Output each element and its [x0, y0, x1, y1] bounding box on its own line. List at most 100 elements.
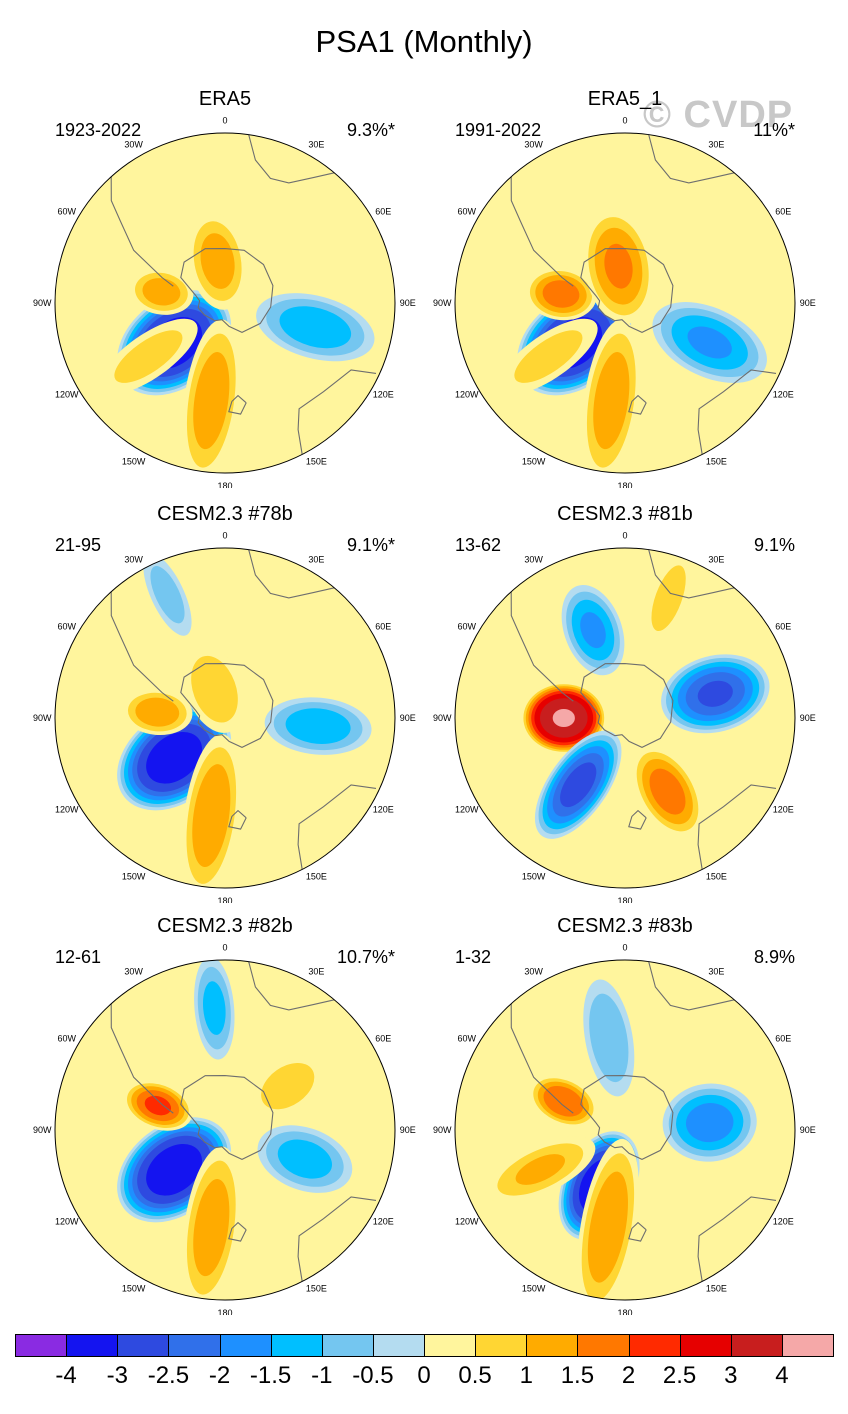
- panel-percent: 8.9%: [753, 947, 795, 967]
- colorbar-swatch: [679, 1334, 732, 1357]
- longitude-label: 90W: [433, 1125, 452, 1135]
- south-america-coastline: [110, 591, 174, 702]
- antarctica-coastline: [180, 1075, 274, 1161]
- longitude-label: 120E: [773, 1216, 794, 1226]
- longitude-label: 30E: [708, 555, 724, 565]
- colorbar-swatch: [321, 1334, 374, 1357]
- longitude-label: 90W: [33, 1125, 52, 1135]
- longitude-label: 180: [217, 481, 232, 488]
- panel-era5-1: ERA5_1 1991-2022 11%* 0 30E 60E 90E 120E 150E…: [425, 88, 825, 488]
- colorbar-tick-label: 1: [519, 1362, 533, 1389]
- new-zealand-coastline: [628, 1221, 647, 1242]
- panel-period: 13-62: [455, 535, 502, 555]
- colorbar: [15, 1334, 834, 1358]
- south-america-coastline: [110, 1003, 174, 1114]
- contour-level: [146, 732, 203, 784]
- longitude-label: 180: [217, 896, 232, 903]
- longitude-label: 60W: [457, 622, 476, 632]
- panel-cesm-82b: CESM2.3 #82b 12-61 10.7%* 0 30E 60E 90E 120E…: [25, 915, 425, 1315]
- longitude-label: 60W: [457, 207, 476, 217]
- contour-level: [192, 764, 231, 868]
- map-border: [454, 959, 796, 1301]
- anomaly-center: [652, 302, 767, 383]
- longitude-label: 60W: [57, 207, 76, 217]
- anomaly-center: [188, 212, 247, 310]
- south-america-coastline: [510, 176, 574, 287]
- anomaly-center: [583, 979, 635, 1097]
- colorbar-tick-label: 3: [724, 1362, 738, 1389]
- colorbar-tick-label: -2.5: [147, 1362, 190, 1389]
- longitude-label: 120E: [373, 389, 394, 399]
- new-zealand-coastline: [228, 809, 247, 830]
- anomaly-center: [582, 319, 641, 473]
- colorbar-swatch: [577, 1334, 630, 1357]
- contour-level: [542, 280, 580, 308]
- longitude-label: 30E: [708, 140, 724, 150]
- new-zealand-coastline: [628, 394, 647, 415]
- background-field: [455, 960, 795, 1300]
- longitude-label: 90W: [433, 713, 452, 723]
- contour-level: [589, 993, 629, 1083]
- contour-level: [649, 768, 686, 815]
- page-title: PSA1 (Monthly): [315, 24, 533, 59]
- africa-coastline: [248, 549, 335, 599]
- panel-percent: 10.7%*: [336, 947, 395, 967]
- contour-level: [114, 330, 183, 383]
- anomaly-center: [525, 267, 597, 321]
- anomaly-center: [646, 555, 691, 642]
- polar-map: 0 30E 60E 90E 120E 150E 180 150W 120W 90W 60W 30W: [33, 115, 416, 488]
- map-border: [454, 547, 796, 889]
- contour-level: [200, 233, 235, 289]
- anomaly-center: [182, 1146, 241, 1300]
- longitude-label: 180: [617, 896, 632, 903]
- polar-map: 0 30E 60E 90E 120E 150E 180 150W 120W 90W 60W 30W: [433, 942, 816, 1315]
- contour-level: [202, 981, 226, 1035]
- contour-level: [687, 326, 732, 359]
- longitude-label: 150W: [122, 871, 146, 881]
- longitude-label: 90E: [400, 713, 416, 723]
- longitude-label: 60E: [775, 207, 791, 217]
- contour-level: [150, 566, 185, 624]
- panel-period: 1-32: [455, 947, 492, 967]
- australia-coastline: [697, 784, 777, 870]
- panel-cesm-83b: CESM2.3 #83b 1-32 8.9% 0 30E 60E 90E 120E 150…: [425, 915, 825, 1315]
- longitude-label: 60E: [775, 622, 791, 632]
- longitude-label: 0: [622, 942, 627, 952]
- colorbar-tick-label: 0: [417, 1362, 431, 1389]
- polar-map: 0 30E 60E 90E 120E 150E 180 150W 120W 90W 60W 30W: [33, 530, 416, 903]
- colorbar-tick-label: 2.5: [662, 1362, 697, 1389]
- longitude-label: 30W: [524, 967, 543, 977]
- longitude-label: 30E: [308, 555, 324, 565]
- contour-level: [560, 762, 597, 808]
- longitude-label: 120W: [455, 389, 479, 399]
- longitude-label: 90E: [800, 298, 816, 308]
- polar-map: 0 30E 60E 90E 120E 150E 180 150W 120W 90W 60W 30W: [33, 942, 416, 1315]
- colorbar-swatch: [781, 1334, 834, 1357]
- longitude-label: 30E: [308, 140, 324, 150]
- australia-coastline: [697, 1196, 777, 1282]
- longitude-label: 150W: [522, 871, 546, 881]
- longitude-label: 90E: [800, 1125, 816, 1135]
- contour-level: [552, 709, 575, 727]
- contour-level: [144, 1095, 172, 1116]
- anomaly-center: [122, 689, 193, 736]
- longitude-label: 150E: [706, 456, 727, 466]
- contour-level: [543, 1085, 584, 1117]
- australia-coastline: [297, 1196, 377, 1282]
- colorbar-swatch: [168, 1334, 221, 1357]
- contour-level: [651, 565, 686, 632]
- longitude-label: 120E: [373, 1216, 394, 1226]
- longitude-label: 60W: [57, 1034, 76, 1044]
- colorbar-swatch: [424, 1334, 477, 1357]
- longitude-label: 90W: [33, 298, 52, 308]
- antarctica-coastline: [180, 248, 274, 334]
- antarctica-coastline: [580, 1075, 674, 1161]
- longitude-label: 120W: [455, 804, 479, 814]
- longitude-label: 90W: [33, 713, 52, 723]
- colorbar-swatch: [270, 1334, 323, 1357]
- watermark: © CVDP: [643, 94, 794, 136]
- new-zealand-coastline: [228, 394, 247, 415]
- longitude-label: 150W: [122, 456, 146, 466]
- colorbar-tick-label: -3: [106, 1362, 128, 1389]
- australia-coastline: [297, 784, 377, 870]
